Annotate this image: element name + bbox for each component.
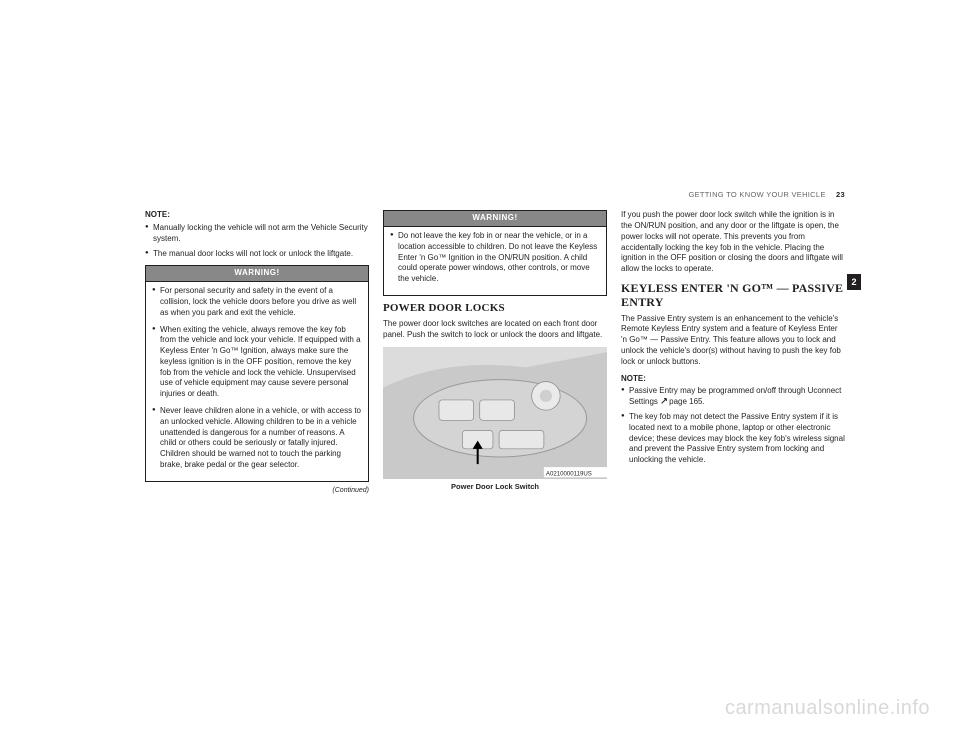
column-2: WARNING! Do not leave the key fob in or … bbox=[383, 210, 607, 495]
note-list: Manually locking the vehicle will not ar… bbox=[145, 223, 369, 259]
list-item: When exiting the vehicle, always remove … bbox=[152, 325, 362, 401]
header-section: GETTING TO KNOW YOUR VEHICLE bbox=[688, 190, 825, 199]
note-label: NOTE: bbox=[621, 374, 845, 385]
continued-label: (Continued) bbox=[145, 486, 369, 495]
list-item: Passive Entry may be programmed on/off t… bbox=[621, 386, 845, 408]
chapter-tab: 2 bbox=[847, 274, 861, 290]
warning-box: WARNING! Do not leave the key fob in or … bbox=[383, 210, 607, 296]
list-item: The key fob may not detect the Passive E… bbox=[621, 412, 845, 466]
figure-code: A0210000119US bbox=[546, 470, 592, 477]
warning-box: WARNING! For personal security and safet… bbox=[145, 265, 369, 482]
warning-body: Do not leave the key fob in or near the … bbox=[384, 227, 606, 295]
body-text: The Passive Entry system is an enhanceme… bbox=[621, 314, 845, 368]
note-label: NOTE: bbox=[145, 210, 369, 221]
watermark: carmanualsonline.info bbox=[725, 697, 930, 720]
column-1: NOTE: Manually locking the vehicle will … bbox=[145, 210, 369, 495]
list-item: The manual door locks will not lock or u… bbox=[145, 249, 369, 260]
page-number: 23 bbox=[836, 190, 845, 199]
section-title-keyless-enter: KEYLESS ENTER 'N GO™ — PASSIVE ENTRY bbox=[621, 281, 845, 310]
column-3: If you push the power door lock switch w… bbox=[621, 210, 845, 495]
running-header: GETTING TO KNOW YOUR VEHICLE 23 bbox=[145, 190, 845, 200]
figure-caption: Power Door Lock Switch bbox=[383, 482, 607, 492]
manual-page: GETTING TO KNOW YOUR VEHICLE 23 2 NOTE: … bbox=[145, 190, 845, 610]
warning-heading: WARNING! bbox=[146, 266, 368, 282]
warning-body: For personal security and safety in the … bbox=[146, 282, 368, 481]
body-text: If you push the power door lock switch w… bbox=[621, 210, 845, 275]
list-item: Manually locking the vehicle will not ar… bbox=[145, 223, 369, 245]
section-title-power-door-locks: POWER DOOR LOCKS bbox=[383, 302, 607, 315]
note-list: Passive Entry may be programmed on/off t… bbox=[621, 386, 845, 466]
list-item: For personal security and safety in the … bbox=[152, 286, 362, 318]
figure-power-door-lock-switch: A0210000119US bbox=[383, 347, 607, 479]
content-columns: NOTE: Manually locking the vehicle will … bbox=[145, 210, 845, 495]
list-item: Never leave children alone in a vehicle,… bbox=[152, 406, 362, 471]
warning-heading: WARNING! bbox=[384, 211, 606, 227]
list-item: Do not leave the key fob in or near the … bbox=[390, 231, 600, 285]
page-reference-icon: page 165. bbox=[660, 397, 705, 406]
body-text: The power door lock switches are located… bbox=[383, 319, 607, 341]
